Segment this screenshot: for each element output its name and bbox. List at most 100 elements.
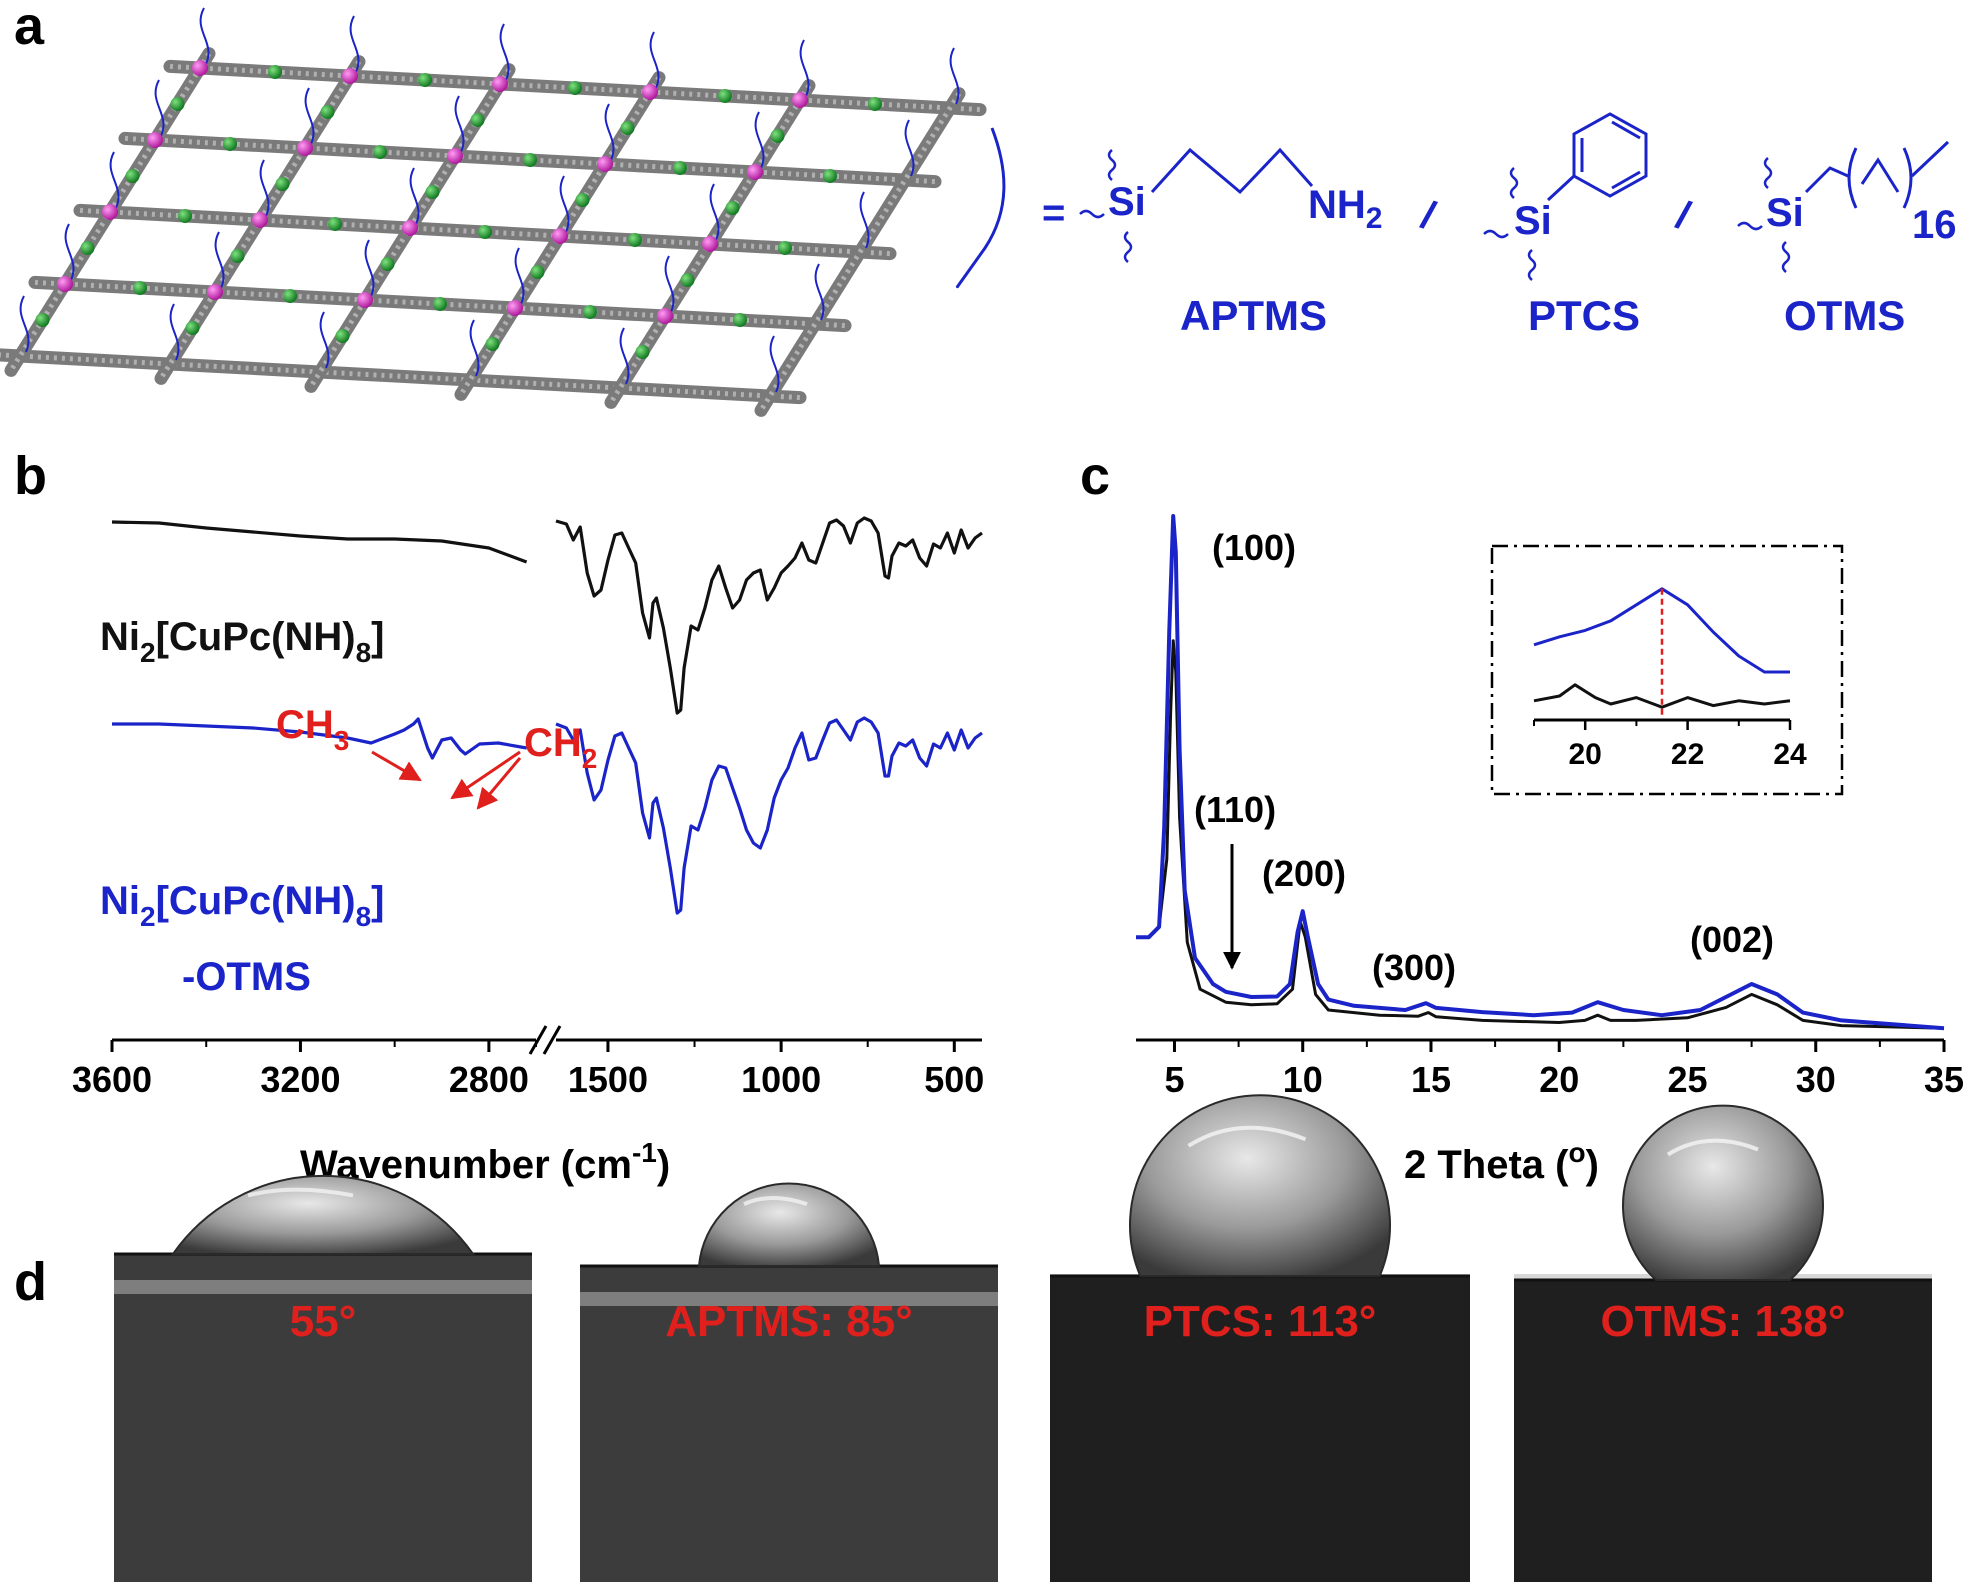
nickel-node bbox=[470, 113, 485, 127]
ch3-annotation: CH3 bbox=[276, 703, 349, 756]
nickel-node bbox=[275, 177, 290, 191]
contact-angle-photos: 55° APTMS: 85° PTCS: 113° OTMS: 138° bbox=[114, 1094, 1932, 1582]
water-droplet bbox=[697, 1182, 881, 1267]
ligand-chain bbox=[169, 303, 180, 361]
nickel-node bbox=[268, 65, 282, 79]
ligand-chain bbox=[109, 151, 120, 209]
copper-node bbox=[402, 220, 418, 236]
lattice-strand-col-detail bbox=[758, 92, 962, 412]
hkl-002-label: (002) bbox=[1690, 919, 1774, 960]
substrate-reflection bbox=[580, 1292, 998, 1306]
ligand-chain bbox=[349, 15, 360, 73]
copper-node bbox=[207, 284, 223, 300]
substrate bbox=[114, 1254, 532, 1582]
ftir-x-tick-label: 1000 bbox=[741, 1059, 821, 1100]
copper-node bbox=[702, 236, 718, 252]
nickel-node bbox=[170, 97, 185, 111]
panel-d-letter: d bbox=[14, 1252, 47, 1312]
ligand-chain bbox=[604, 103, 615, 161]
nickel-node bbox=[80, 241, 95, 255]
copper-node bbox=[147, 132, 163, 148]
nickel-node bbox=[433, 297, 447, 311]
xrd-inset-x-tick-label: 20 bbox=[1569, 738, 1602, 771]
ftir-x-tick-label: 1500 bbox=[568, 1059, 648, 1100]
copper-node bbox=[552, 228, 568, 244]
panel-b-letter: b bbox=[14, 446, 47, 506]
ligand-chain bbox=[259, 159, 270, 217]
xrd-inset-chart: 20 22 24 bbox=[1533, 587, 1807, 771]
substrate-reflection bbox=[114, 1280, 532, 1294]
nickel-node bbox=[733, 313, 747, 327]
ftir-x-tick-label: 3200 bbox=[260, 1059, 340, 1100]
nickel-node bbox=[635, 345, 650, 359]
ligand-chain bbox=[559, 175, 570, 233]
hkl-300-label: (300) bbox=[1372, 947, 1456, 988]
ligand-chain bbox=[214, 231, 225, 289]
xrd-inset-series-line bbox=[1533, 683, 1791, 709]
nickel-node bbox=[530, 265, 545, 279]
nickel-node bbox=[223, 137, 237, 151]
copper-node bbox=[792, 92, 808, 108]
copper-node bbox=[642, 84, 658, 100]
ftir-sample1-label: Ni2[CuPc(NH)8] bbox=[100, 615, 384, 668]
nickel-node bbox=[673, 161, 687, 175]
framework-lattice-illustration bbox=[0, 7, 987, 417]
nickel-node bbox=[868, 97, 882, 111]
droplet-highlight bbox=[1666, 1138, 1759, 1157]
hkl-100-label: (100) bbox=[1212, 527, 1296, 568]
panel-c-letter: c bbox=[1080, 446, 1110, 506]
water-droplet bbox=[171, 1174, 475, 1255]
ftir-axis-break-mark bbox=[542, 1025, 562, 1055]
nickel-node bbox=[725, 201, 740, 215]
ch3-arrow bbox=[371, 750, 422, 782]
nickel-node bbox=[380, 257, 395, 271]
panel-a-letter: a bbox=[14, 0, 45, 56]
nickel-node bbox=[328, 217, 342, 231]
ligand-chain bbox=[859, 191, 870, 249]
ligand-chain bbox=[949, 47, 960, 105]
xrd-series-line bbox=[1136, 514, 1945, 1031]
ligand-chain bbox=[664, 255, 675, 313]
ligand-chain bbox=[364, 239, 375, 297]
nickel-node bbox=[185, 321, 200, 335]
nickel-node bbox=[35, 313, 50, 327]
ligand-chain bbox=[649, 31, 660, 89]
copper-node bbox=[102, 204, 118, 220]
ligand-chain bbox=[199, 7, 210, 65]
substrate bbox=[580, 1266, 998, 1582]
aptms-si-atom: Si bbox=[1108, 180, 1146, 224]
xrd-inset-x-tick-label: 24 bbox=[1773, 738, 1807, 771]
nickel-node bbox=[680, 273, 695, 287]
ligand-chain bbox=[514, 247, 525, 305]
xrd-x-tick-label: 30 bbox=[1796, 1059, 1836, 1100]
ptcs-label: PTCS bbox=[1528, 292, 1640, 339]
aptms-amine-group: NH2 bbox=[1308, 183, 1382, 235]
ligand-chain bbox=[19, 295, 30, 353]
water-droplet bbox=[1622, 1104, 1824, 1281]
lattice-strand-row-detail bbox=[0, 352, 801, 401]
ftir-sample2-label-line2: -OTMS bbox=[182, 955, 311, 999]
ligand-chain bbox=[154, 79, 165, 137]
xrd-x-tick-label: 35 bbox=[1924, 1059, 1964, 1100]
otms-structure: Si 16 bbox=[1737, 140, 1957, 273]
xrd-x-tick-label: 25 bbox=[1667, 1059, 1707, 1100]
xrd-inset-x-tick-label: 22 bbox=[1671, 738, 1704, 771]
nickel-node bbox=[230, 249, 245, 263]
ftir-x-tick-label: 3600 bbox=[72, 1059, 152, 1100]
nickel-node bbox=[583, 305, 597, 319]
nickel-node bbox=[568, 81, 582, 95]
nickel-node bbox=[485, 337, 500, 351]
nickel-node bbox=[320, 105, 335, 119]
ligand-chain bbox=[454, 95, 465, 153]
copper-node bbox=[252, 212, 268, 228]
ligand-chain-symbol bbox=[955, 127, 1006, 289]
otms-si-atom: Si bbox=[1766, 191, 1804, 235]
copper-node bbox=[597, 156, 613, 172]
ftir-series-line bbox=[555, 716, 983, 915]
nickel-node bbox=[125, 169, 140, 183]
ligand-chain bbox=[904, 119, 915, 177]
ligand-chain bbox=[814, 263, 825, 321]
hkl-200-label: (200) bbox=[1262, 853, 1346, 894]
ch2-annotation: CH2 bbox=[524, 721, 597, 774]
